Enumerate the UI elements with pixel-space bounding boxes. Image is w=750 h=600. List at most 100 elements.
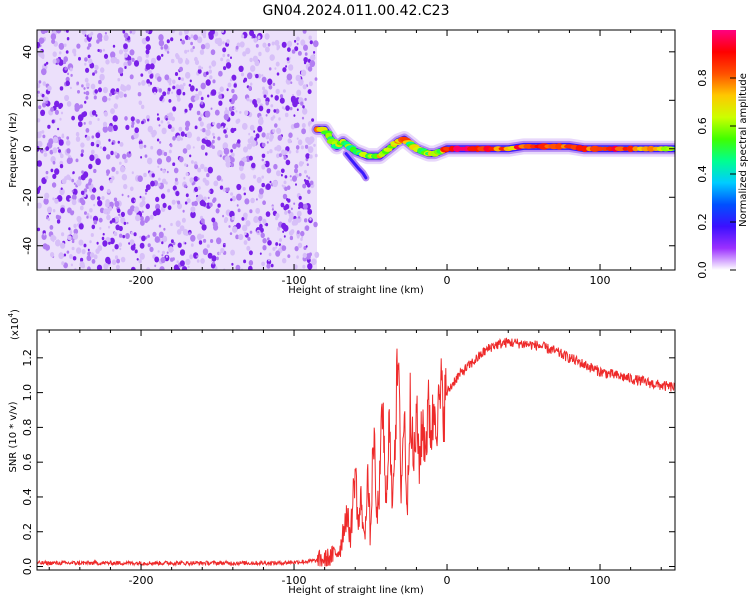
noise-speck	[255, 198, 258, 201]
noise-speck	[76, 179, 82, 187]
noise-speck	[254, 137, 258, 142]
spectrogram-x-label: Height of straight line (km)	[288, 285, 424, 296]
noise-speck	[95, 132, 101, 139]
noise-speck	[69, 230, 73, 235]
noise-speck	[154, 256, 160, 263]
noise-speck	[101, 236, 105, 241]
noise-speck	[262, 245, 267, 251]
noise-speck	[210, 49, 216, 56]
noise-speck	[69, 158, 72, 162]
noise-speck	[66, 250, 70, 254]
noise-speck	[131, 197, 136, 204]
snr-multiplier-exp: 4	[7, 312, 15, 317]
noise-speck	[210, 89, 217, 96]
noise-speck	[37, 202, 42, 209]
noise-speck	[180, 137, 183, 141]
noise-speck	[124, 158, 128, 164]
noise-speck	[185, 172, 189, 177]
snr-y-label: SNR (10 * v/v)	[8, 401, 19, 472]
noise-speck	[301, 123, 306, 128]
noise-speck	[147, 118, 150, 122]
noise-speck	[261, 175, 265, 179]
noise-speck	[93, 168, 97, 174]
ridge-blob	[580, 145, 589, 152]
noise-speck	[139, 216, 144, 221]
noise-speck	[61, 261, 65, 266]
noise-speck	[300, 230, 305, 237]
noise-speck	[190, 95, 196, 103]
noise-speck	[118, 91, 124, 98]
noise-speck	[52, 160, 56, 165]
noise-speck	[52, 197, 55, 201]
colorbar-gradient	[712, 30, 736, 270]
noise-speck	[145, 203, 150, 210]
noise-speck	[274, 95, 279, 101]
noise-speck	[46, 216, 49, 220]
noise-speck	[264, 160, 270, 168]
noise-speck	[307, 189, 311, 195]
noise-speck	[39, 37, 45, 44]
noise-speck	[115, 95, 119, 100]
noise-speck	[147, 125, 153, 133]
noise-speck	[182, 209, 185, 213]
noise-speck	[165, 117, 168, 121]
noise-speck	[302, 183, 307, 189]
noise-speck	[232, 226, 238, 233]
noise-speck	[55, 239, 61, 247]
noise-speck	[166, 90, 170, 95]
noise-speck	[230, 198, 233, 202]
noise-speck	[86, 255, 92, 262]
noise-speck	[258, 105, 264, 112]
noise-speck	[42, 102, 47, 108]
noise-speck	[278, 117, 281, 121]
noise-speck	[188, 232, 191, 236]
ridge-blob	[453, 145, 462, 152]
noise-speck	[200, 82, 206, 90]
noise-speck	[112, 44, 116, 48]
noise-speck	[215, 208, 220, 214]
noise-speck	[176, 229, 182, 235]
noise-speck	[272, 82, 276, 86]
noise-speck	[173, 167, 179, 174]
noise-speck	[176, 135, 182, 142]
noise-speck	[83, 87, 86, 90]
noise-speck	[185, 126, 189, 131]
noise-speck	[253, 130, 256, 133]
noise-speck	[311, 258, 317, 266]
noise-speck	[193, 34, 199, 41]
noise-speck	[205, 139, 212, 147]
noise-speck	[90, 233, 94, 237]
noise-speck	[71, 194, 77, 201]
noise-speck	[52, 147, 58, 154]
figure-title: GN04.2024.011.00.42.C23	[263, 3, 450, 19]
noise-speck	[197, 167, 202, 173]
noise-speck	[266, 151, 270, 154]
noise-speck	[158, 177, 161, 181]
noise-speck	[207, 166, 213, 174]
noise-speck	[311, 118, 315, 122]
noise-speck	[85, 96, 89, 100]
noise-speck	[47, 124, 51, 129]
noise-speck	[286, 57, 290, 61]
noise-speck	[119, 161, 122, 165]
noise-speck	[237, 208, 241, 213]
noise-speck	[158, 34, 164, 41]
noise-speck	[305, 153, 310, 159]
snr-multiplier-close: )	[10, 309, 21, 313]
noise-speck	[158, 224, 162, 228]
noise-speck	[275, 88, 280, 95]
noise-speck	[91, 259, 96, 264]
noise-speck	[276, 127, 282, 134]
noise-speck	[304, 52, 308, 56]
noise-speck	[121, 173, 128, 181]
noise-speck	[78, 223, 84, 230]
noise-speck	[226, 88, 229, 92]
noise-speck	[58, 51, 62, 55]
noise-speck	[290, 207, 293, 211]
noise-speck	[250, 65, 256, 72]
snr-x-tick-label: 100	[590, 574, 611, 587]
noise-speck	[102, 232, 105, 236]
noise-speck	[145, 30, 150, 34]
noise-speck	[243, 146, 248, 153]
noise-speck	[236, 183, 242, 191]
